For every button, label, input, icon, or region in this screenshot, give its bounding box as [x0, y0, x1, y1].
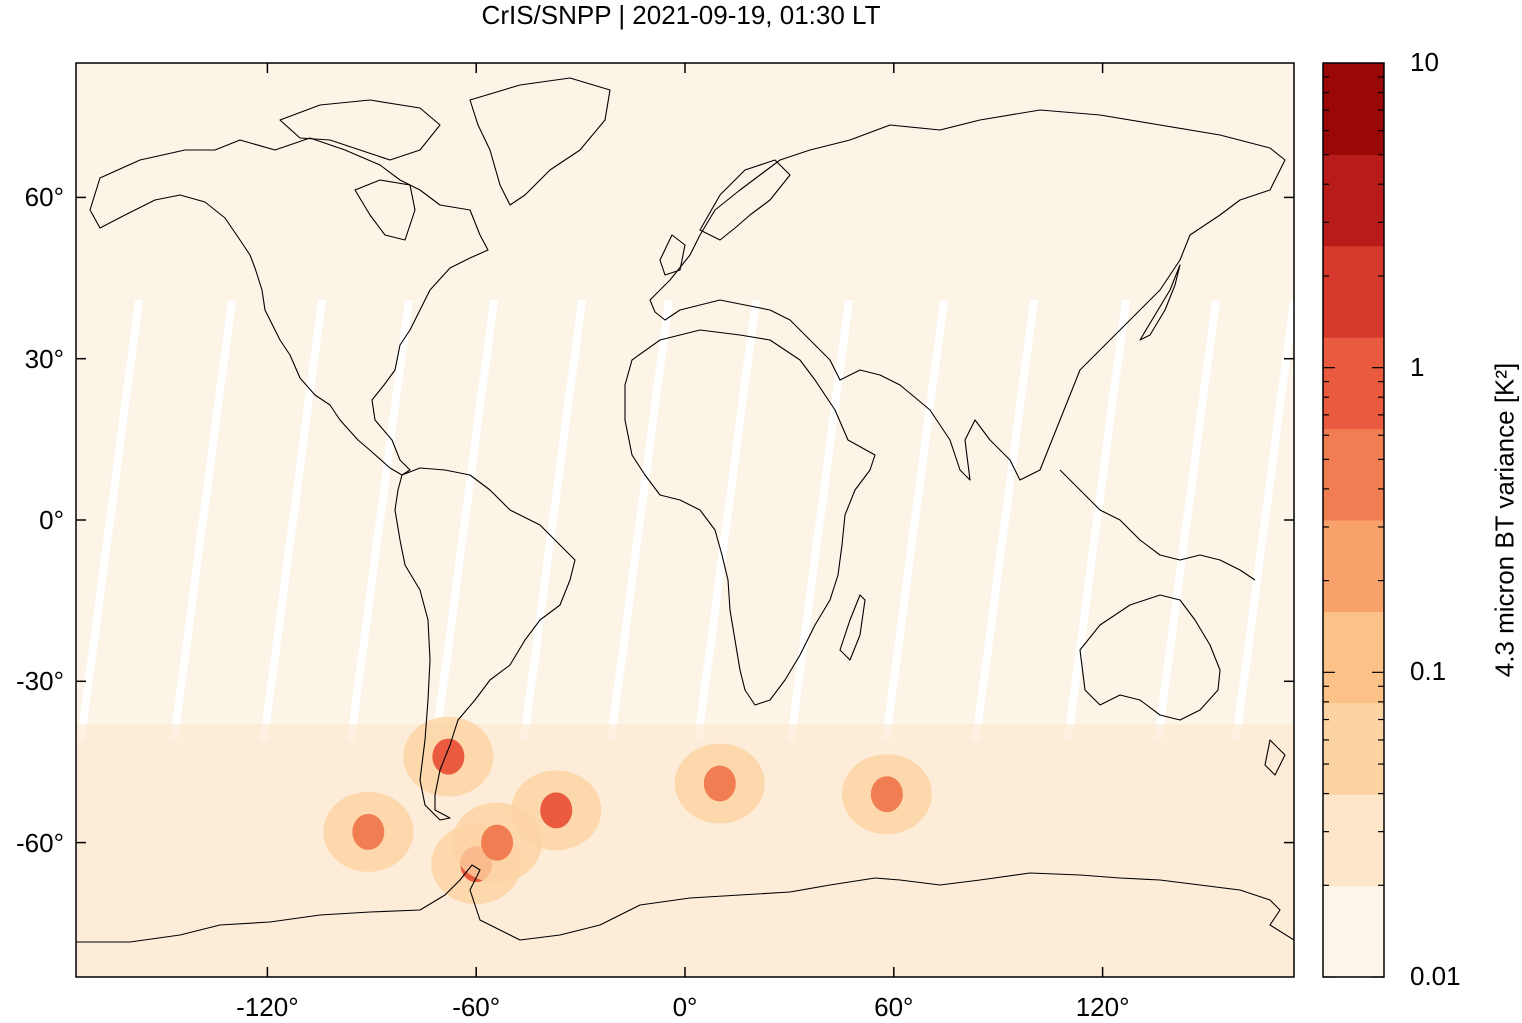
colorbar-segment — [1323, 611, 1384, 704]
coast-scandinavia — [699, 159, 791, 241]
coast-japan — [1139, 264, 1181, 341]
colorbar — [1323, 63, 1384, 978]
colorbar-segment — [1323, 885, 1384, 978]
x-tick-label: 60° — [874, 992, 914, 1022]
orbit-gap — [882, 300, 948, 740]
y-tick-label: -30° — [16, 666, 64, 697]
orbit-gap — [170, 300, 236, 740]
coast-australia — [1079, 594, 1221, 721]
colorbar-tick-label: 10 — [1410, 47, 1439, 77]
orbit-gap — [520, 300, 586, 740]
colorbar-segment — [1323, 154, 1384, 247]
coast-greenland — [469, 77, 611, 206]
colorbar-tick-label: 0.01 — [1410, 961, 1461, 991]
coast-south-america — [394, 467, 576, 821]
axis-ticks — [76, 63, 1294, 977]
coast-arctic-islands — [279, 99, 441, 161]
colorbar-segment — [1323, 702, 1384, 795]
colorbar-tick-label: 0.1 — [1410, 656, 1447, 687]
y-tick-label: 60° — [24, 182, 64, 213]
orbit-gap — [972, 300, 1038, 740]
orbit-gap — [1232, 300, 1294, 740]
coast-southeast-asia — [1059, 469, 1256, 581]
colorbar-label: 4.3 micron BT variance [K²] — [1489, 362, 1520, 678]
coast-eurasia — [649, 109, 1286, 481]
x-tick-label: 120° — [1075, 992, 1130, 1022]
colorbar-tick-label: 1 — [1410, 351, 1425, 382]
orbit-gap — [607, 300, 673, 740]
orbit-gap — [432, 300, 498, 740]
x-tick-label: -60° — [452, 992, 501, 1022]
coast-madagascar — [839, 594, 866, 661]
hotspot — [352, 813, 385, 850]
y-tick-label: -60° — [16, 827, 64, 858]
coast-north-america — [89, 137, 489, 476]
orbit-gap — [347, 300, 413, 740]
y-tick-label: 0° — [39, 505, 64, 535]
colorbar-segment — [1323, 245, 1384, 338]
colorbar-frame — [1322, 62, 1385, 978]
colorbar-segment — [1323, 794, 1384, 887]
colorbar-segment — [1323, 337, 1384, 430]
coast-hudson-bay — [354, 179, 416, 241]
x-tick-label: 0° — [672, 992, 698, 1022]
orbit-gap — [787, 300, 853, 740]
coast-british-isles — [659, 234, 686, 276]
coast-new-zealand — [1264, 739, 1286, 776]
orbit-gap — [260, 300, 326, 740]
orbit-gap — [694, 300, 760, 740]
hotspot — [481, 824, 514, 861]
colorbar-segment — [1323, 63, 1384, 155]
hotspot — [870, 776, 903, 813]
y-tick-label: 30° — [24, 343, 64, 374]
colorbar-ticks — [1323, 76, 1384, 978]
orbit-gap — [77, 300, 143, 740]
hotspot — [540, 792, 573, 829]
coastlines — [76, 77, 1294, 943]
orbit-gaps — [77, 300, 1294, 740]
coast-africa — [624, 329, 876, 706]
variance-hotspots — [76, 716, 1294, 977]
coast-antarctica — [76, 864, 1294, 943]
map-title: CrIS/SNPP | 2021-09-19, 01:30 LT — [481, 0, 881, 30]
hotspot — [432, 738, 465, 775]
colorbar-segment — [1323, 428, 1384, 521]
colorbar-segment — [1323, 520, 1384, 612]
hotspot — [703, 765, 736, 802]
orbit-gap — [1064, 300, 1130, 740]
x-tick-label: -120° — [236, 992, 299, 1022]
orbit-gap — [1154, 300, 1220, 740]
